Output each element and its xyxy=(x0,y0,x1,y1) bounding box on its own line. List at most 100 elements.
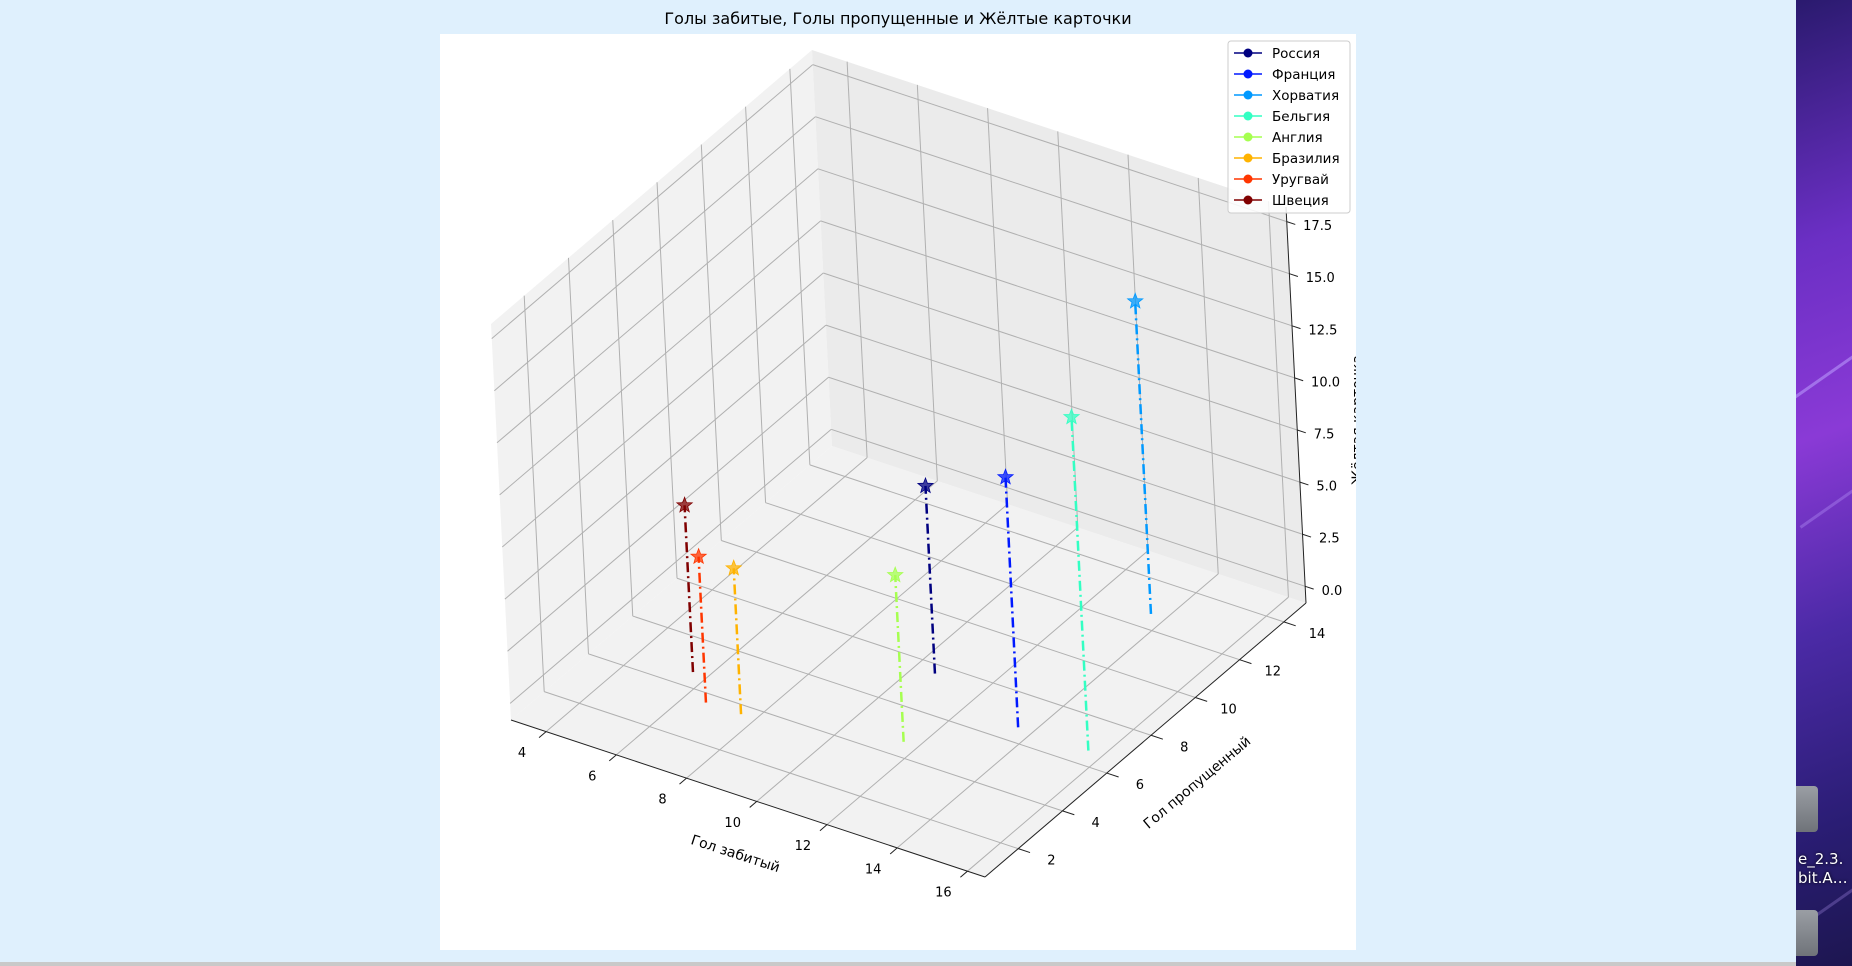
y-gridline-floor xyxy=(809,464,1285,623)
data-series xyxy=(675,292,1153,751)
y-tick-label: 2 xyxy=(1047,854,1055,869)
z-gridline-left xyxy=(504,324,827,600)
z-tick-label: 15.0 xyxy=(1306,271,1335,286)
desktop-folder-icon[interactable] xyxy=(1796,910,1818,956)
y-tick-label: 4 xyxy=(1092,816,1100,831)
y-tick-label: 14 xyxy=(1309,627,1326,642)
x-tick xyxy=(608,754,617,762)
z-gridline-left xyxy=(494,116,816,392)
stem-7 xyxy=(697,556,708,703)
x-tick xyxy=(960,870,968,878)
x-tick xyxy=(538,731,547,739)
z-tick xyxy=(1289,273,1299,277)
y-tick-label: 8 xyxy=(1180,740,1188,755)
z-gridline-back xyxy=(820,220,1295,379)
x-gridline-floor xyxy=(967,596,1289,872)
legend-marker xyxy=(1243,69,1253,79)
y-gridline-floor xyxy=(632,615,1107,774)
y-tick xyxy=(1239,659,1252,665)
x-tick-label: 10 xyxy=(724,816,741,831)
y-tick xyxy=(1283,621,1296,627)
legend-label: Уругвай xyxy=(1272,172,1329,188)
z-gridline-left xyxy=(509,428,832,704)
y-tick-label: 6 xyxy=(1136,778,1144,793)
stem-6 xyxy=(732,568,743,715)
y-tick-label: 12 xyxy=(1264,665,1281,680)
stem-5 xyxy=(893,575,905,742)
y-tick xyxy=(1195,697,1208,702)
z-gridline-back xyxy=(815,116,1290,275)
x-gridline-floor xyxy=(896,573,1219,849)
app-window: Голы забитые, Голы пропущенные и Жёлтые … xyxy=(0,9,1796,966)
x-tick xyxy=(749,801,758,808)
y-gridline-left xyxy=(656,182,678,579)
back-pane xyxy=(812,50,1306,603)
z-gridline-back xyxy=(828,376,1303,535)
z-tick xyxy=(1286,221,1296,225)
star-marker-2 xyxy=(996,468,1015,485)
legend-marker xyxy=(1243,153,1253,163)
star-marker-1 xyxy=(916,476,935,494)
z-tick xyxy=(1302,533,1312,538)
star-marker-8 xyxy=(675,496,694,513)
z-tick-label: 12.5 xyxy=(1308,323,1337,338)
y-gridline-left xyxy=(612,220,634,617)
z-gridline-left xyxy=(496,168,819,444)
star-marker-5 xyxy=(886,565,904,583)
legend-marker xyxy=(1243,90,1253,100)
x-axis-line xyxy=(510,719,986,878)
x-tick xyxy=(819,824,828,832)
y-tick xyxy=(1106,772,1119,778)
x-gridline-back xyxy=(987,108,1009,505)
desktop-icon-label[interactable]: e_2.3. bit.A… xyxy=(1798,850,1848,887)
y-gridline-floor xyxy=(588,653,1063,812)
z-tick xyxy=(1299,481,1309,486)
x-gridline-back xyxy=(1197,177,1219,574)
y-gridline-left xyxy=(700,144,722,541)
y-gridline-left xyxy=(567,257,589,654)
z-gridline-left xyxy=(501,272,824,548)
x-tick-label: 4 xyxy=(518,746,526,761)
chart-title: Голы забитые, Голы пропущенные и Жёлтые … xyxy=(664,9,1132,28)
legend-label: Франция xyxy=(1272,67,1335,83)
y-gridline-left xyxy=(523,295,545,692)
x-gridline-floor xyxy=(756,527,1079,802)
x-gridline-floor xyxy=(686,503,1008,779)
floor-pane xyxy=(511,446,1306,877)
star-marker-6 xyxy=(725,559,743,576)
star-marker-3 xyxy=(1126,292,1144,309)
y-gridline-floor xyxy=(544,691,1019,850)
z-axis-title: Жёлтая карточка xyxy=(1350,355,1356,485)
desktop-background: e_2.3. bit.A… xyxy=(1796,0,1852,966)
legend-label: Англия xyxy=(1272,130,1323,146)
axis-panes xyxy=(491,50,1306,877)
x-gridline-back xyxy=(846,61,868,458)
legend-box xyxy=(1227,40,1351,214)
z-gridline-left xyxy=(491,64,814,339)
z-tick-label: 10.0 xyxy=(1311,375,1340,390)
y-gridline-floor xyxy=(765,502,1240,661)
y-gridline-floor xyxy=(721,540,1196,698)
y-gridline-left xyxy=(745,106,767,503)
y-axis-line xyxy=(984,602,1307,878)
z-gridline-back xyxy=(823,272,1298,431)
y-gridline-floor xyxy=(676,577,1152,736)
z-axis-line xyxy=(1285,206,1307,604)
legend-marker xyxy=(1243,111,1253,121)
stem-8 xyxy=(683,505,695,673)
legend-marker xyxy=(1243,48,1253,58)
z-tick-label: 0.0 xyxy=(1322,584,1343,599)
desktop-file-icon[interactable] xyxy=(1796,786,1818,832)
y-tick xyxy=(1062,810,1075,816)
x-tick-label: 14 xyxy=(865,862,882,877)
z-tick xyxy=(1294,377,1304,382)
x-gridline-back xyxy=(916,84,938,481)
star-marker-7 xyxy=(689,547,708,565)
left-pane xyxy=(491,50,832,720)
x-tick-label: 12 xyxy=(795,839,812,854)
x-gridline-floor xyxy=(616,480,938,756)
stem-4 xyxy=(1070,417,1090,751)
legend-marker xyxy=(1243,195,1253,205)
legend-label: Швеция xyxy=(1272,193,1329,209)
y-tick-label: 10 xyxy=(1220,702,1237,717)
